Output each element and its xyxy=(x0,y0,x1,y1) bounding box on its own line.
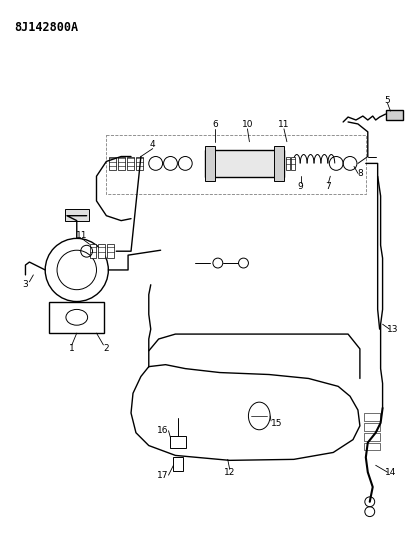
Bar xyxy=(118,157,125,171)
Text: 3: 3 xyxy=(23,280,28,289)
Text: 12: 12 xyxy=(224,467,235,477)
Bar xyxy=(49,302,104,333)
Bar xyxy=(65,209,89,221)
Bar xyxy=(205,146,215,181)
Bar xyxy=(364,442,379,450)
Text: 8J142800A: 8J142800A xyxy=(14,21,79,34)
Bar xyxy=(386,110,403,120)
Bar xyxy=(205,150,284,177)
Text: 1: 1 xyxy=(69,344,75,353)
Text: 11: 11 xyxy=(278,120,290,130)
Text: 11: 11 xyxy=(76,231,87,240)
Bar xyxy=(364,433,379,441)
Bar xyxy=(171,435,186,448)
Bar xyxy=(364,423,379,431)
Text: 6: 6 xyxy=(212,120,218,130)
Text: 16: 16 xyxy=(157,426,169,435)
Bar xyxy=(274,146,284,181)
Bar xyxy=(364,413,379,421)
Text: 7: 7 xyxy=(325,182,331,191)
Text: 8: 8 xyxy=(357,169,363,178)
Text: 13: 13 xyxy=(387,325,398,334)
Text: 10: 10 xyxy=(242,120,253,130)
Bar xyxy=(291,157,295,171)
Text: 4: 4 xyxy=(150,140,156,149)
Bar xyxy=(127,157,134,171)
Text: 17: 17 xyxy=(157,471,169,480)
Bar xyxy=(108,244,114,258)
Text: 14: 14 xyxy=(385,467,396,477)
Bar xyxy=(98,244,105,258)
Bar xyxy=(286,157,290,171)
Text: 15: 15 xyxy=(271,419,283,429)
Bar xyxy=(136,157,143,171)
Text: 9: 9 xyxy=(298,182,304,191)
Text: 5: 5 xyxy=(385,96,391,105)
Bar xyxy=(173,457,183,471)
Text: 2: 2 xyxy=(103,344,109,353)
Bar xyxy=(89,244,96,258)
Bar xyxy=(109,157,116,171)
